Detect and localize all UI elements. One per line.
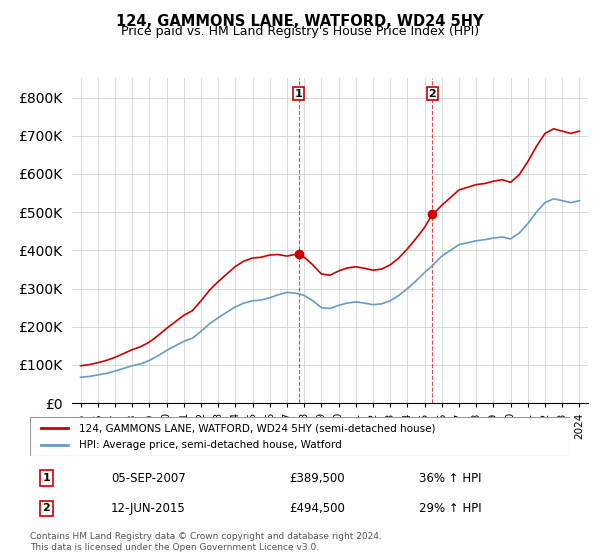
Text: HPI: Average price, semi-detached house, Watford: HPI: Average price, semi-detached house,… xyxy=(79,440,341,450)
Text: Contains HM Land Registry data © Crown copyright and database right 2024.
This d: Contains HM Land Registry data © Crown c… xyxy=(30,532,382,552)
Text: 05-SEP-2007: 05-SEP-2007 xyxy=(111,472,186,484)
Text: 1: 1 xyxy=(43,473,50,483)
Text: 2: 2 xyxy=(43,503,50,514)
Text: 124, GAMMONS LANE, WATFORD, WD24 5HY: 124, GAMMONS LANE, WATFORD, WD24 5HY xyxy=(116,14,484,29)
FancyBboxPatch shape xyxy=(30,417,570,456)
Text: £494,500: £494,500 xyxy=(289,502,345,515)
Text: 124, GAMMONS LANE, WATFORD, WD24 5HY (semi-detached house): 124, GAMMONS LANE, WATFORD, WD24 5HY (se… xyxy=(79,423,435,433)
Text: Price paid vs. HM Land Registry's House Price Index (HPI): Price paid vs. HM Land Registry's House … xyxy=(121,25,479,38)
Text: 1: 1 xyxy=(295,88,302,99)
Text: 36% ↑ HPI: 36% ↑ HPI xyxy=(419,472,481,484)
Text: £389,500: £389,500 xyxy=(289,472,345,484)
Text: 12-JUN-2015: 12-JUN-2015 xyxy=(111,502,186,515)
Text: 29% ↑ HPI: 29% ↑ HPI xyxy=(419,502,481,515)
Text: 2: 2 xyxy=(428,88,436,99)
